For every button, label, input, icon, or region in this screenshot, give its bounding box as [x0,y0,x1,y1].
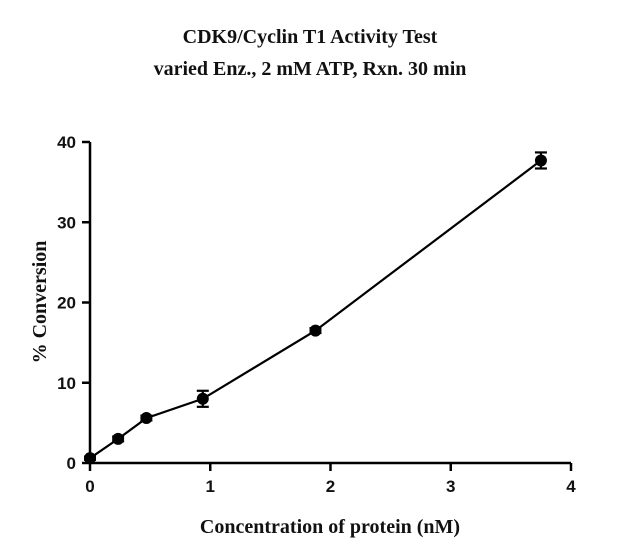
y-tick-label: 30 [57,213,76,232]
x-tick-label: 0 [85,477,94,496]
x-ticks: 0 1 2 3 4 [85,463,576,496]
y-tick-label: 0 [67,454,76,473]
x-axis-label: Concentration of protein (nM) [200,516,460,538]
y-tick-label: 40 [57,133,76,152]
data-point [112,432,125,445]
axes [88,142,571,465]
x-tick-label: 3 [446,477,455,496]
x-tick-label: 1 [206,477,215,496]
chart-title: CDK9/Cyclin T1 Activity Test [183,26,438,48]
plot-area [84,151,547,465]
y-tick-label: 20 [57,294,76,313]
x-tick-label: 4 [566,477,576,496]
data-point [534,154,547,167]
x-tick-label: 2 [326,477,335,496]
chart-subtitle: varied Enz., 2 mM ATP, Rxn. 30 min [154,58,467,80]
y-tick-label: 10 [57,374,76,393]
y-axis-label: % Conversion [29,241,51,364]
data-point [84,452,96,465]
series-line [89,159,542,460]
data-point [140,412,153,425]
y-ticks: 0 10 20 30 40 [57,133,90,473]
data-point [196,392,209,405]
data-point [309,324,322,337]
